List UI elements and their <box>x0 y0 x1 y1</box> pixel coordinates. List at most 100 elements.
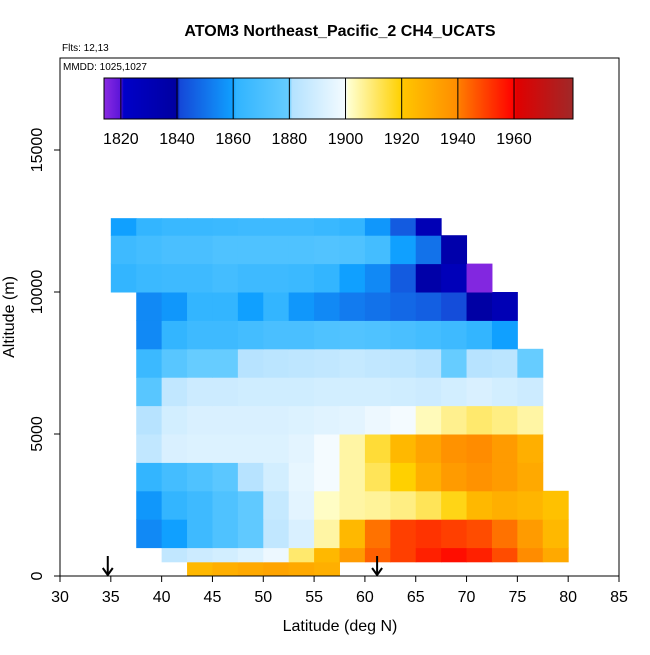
heat-cell <box>187 462 213 492</box>
heat-cell <box>466 405 493 435</box>
heat-cell <box>339 405 366 435</box>
heat-cell <box>187 377 213 407</box>
heat-cell <box>441 434 468 463</box>
heat-cell <box>161 490 188 520</box>
heat-cell <box>212 320 239 350</box>
heat-cell <box>110 263 137 293</box>
heat-cell <box>466 462 493 492</box>
x-tick-label: 55 <box>305 589 323 606</box>
heat-cell <box>466 547 493 563</box>
heat-cell <box>212 434 239 463</box>
heat-cell <box>161 348 188 378</box>
heat-cell <box>314 462 340 492</box>
heat-cell <box>466 292 493 321</box>
heat-cell <box>415 462 442 492</box>
heat-cell <box>161 320 188 350</box>
heat-cell <box>136 490 163 520</box>
heat-cell <box>390 218 417 236</box>
heat-cell <box>314 490 340 520</box>
heat-cell <box>263 462 290 492</box>
colorbar-tick-label: 1960 <box>496 131 532 148</box>
x-tick-label: 50 <box>254 589 272 606</box>
heat-cell <box>161 292 188 321</box>
heat-cell <box>441 377 468 407</box>
heat-cell <box>314 218 340 236</box>
heat-cell <box>339 519 366 549</box>
y-tick-label: 15000 <box>29 128 46 173</box>
heat-cell <box>517 348 544 378</box>
heat-cell <box>314 292 340 321</box>
heat-cell <box>390 348 417 378</box>
heat-cell <box>517 434 544 463</box>
heat-cell <box>263 547 290 563</box>
heat-cell <box>390 263 417 293</box>
heat-cell <box>415 263 442 293</box>
heat-cell <box>237 218 264 236</box>
heat-cell <box>415 377 442 407</box>
heat-cell <box>288 405 315 435</box>
heat-cell <box>161 235 188 265</box>
x-tick-label: 85 <box>610 589 628 606</box>
heat-cell <box>136 348 163 378</box>
heat-cell <box>339 490 366 520</box>
heat-cell <box>390 405 417 435</box>
heat-cell <box>415 292 442 321</box>
colorbar <box>103 77 574 120</box>
heat-cell <box>161 547 188 563</box>
heat-cell <box>187 519 213 549</box>
heat-cell <box>364 292 391 321</box>
heat-cell <box>237 377 264 407</box>
annotation: MMDD: 1025,1027 <box>63 62 147 73</box>
heat-cell <box>288 519 315 549</box>
heat-cell <box>339 320 366 350</box>
heat-cell <box>237 519 264 549</box>
heat-cell <box>288 320 315 350</box>
heat-cell <box>314 377 340 407</box>
heat-cell <box>339 292 366 321</box>
heat-cell <box>136 263 163 293</box>
heat-cell <box>212 235 239 265</box>
heat-cell <box>364 547 391 563</box>
heat-cell <box>415 434 442 463</box>
heat-cell <box>466 434 493 463</box>
heat-cell <box>441 263 468 293</box>
heat-cell <box>517 405 544 435</box>
heat-cell <box>415 490 442 520</box>
heat-cell <box>466 490 493 520</box>
plot-frame <box>59 57 620 577</box>
x-tick-label: 65 <box>407 589 425 606</box>
heat-cell <box>364 434 391 463</box>
heat-cell <box>491 434 518 463</box>
colorbar-tick-label: 1920 <box>384 131 420 148</box>
x-tick-label: 40 <box>153 589 171 606</box>
heat-cell <box>491 405 518 435</box>
heat-cell <box>491 292 518 321</box>
heat-cell <box>187 320 213 350</box>
y-axis-label: Altitude (m) <box>1 276 18 358</box>
arrow-head <box>371 567 383 577</box>
heat-cell <box>466 263 493 293</box>
heat-cell <box>212 377 239 407</box>
heat-cell <box>288 462 315 492</box>
heat-cell <box>136 519 163 549</box>
colorbar-tick-label: 1880 <box>272 131 308 148</box>
heat-cell <box>542 547 569 563</box>
x-tick-label: 60 <box>356 589 374 606</box>
heat-cell <box>491 377 518 407</box>
heat-cell <box>237 434 264 463</box>
heat-cell <box>364 320 391 350</box>
heat-cell <box>263 490 290 520</box>
heat-cell <box>212 292 239 321</box>
heat-cell <box>288 263 315 293</box>
heat-cell <box>187 348 213 378</box>
heat-cell <box>390 434 417 463</box>
heat-cell <box>161 519 188 549</box>
heat-cell <box>288 434 315 463</box>
colorbar-tick-label: 1860 <box>215 131 251 148</box>
heat-cell <box>237 263 264 293</box>
heat-cell <box>187 218 213 236</box>
heat-cell <box>364 490 391 520</box>
heat-cell <box>390 462 417 492</box>
